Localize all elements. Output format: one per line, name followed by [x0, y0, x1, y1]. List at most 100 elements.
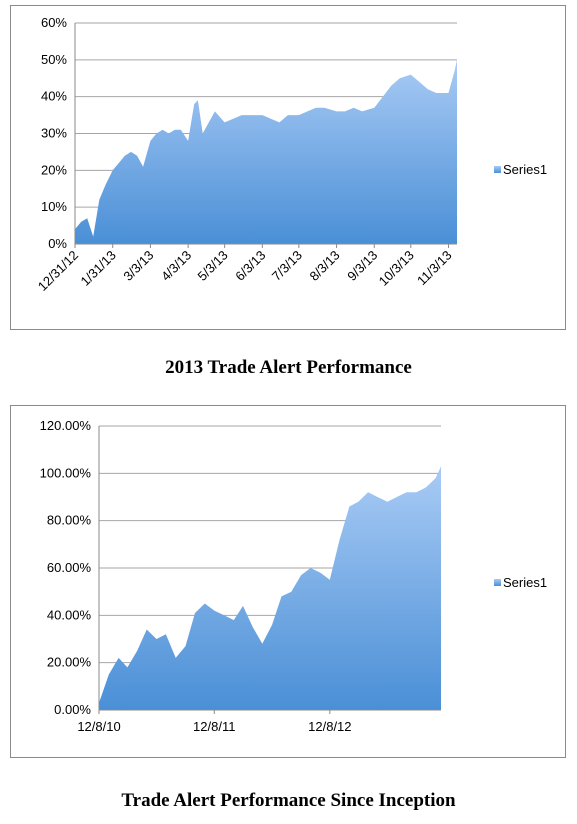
x-tick-label: 12/31/12: [35, 248, 81, 294]
data-point: [448, 92, 450, 94]
x-tick-label: 11/3/13: [414, 248, 455, 289]
x-tick-label: 6/3/13: [232, 248, 268, 284]
y-tick-label: 40%: [41, 89, 67, 104]
y-tick-label: 0.00%: [54, 702, 91, 717]
data-point: [329, 579, 331, 581]
data-point: [208, 122, 210, 124]
data-point: [353, 107, 355, 109]
data-point: [320, 572, 322, 574]
data-point: [162, 129, 164, 131]
data-point: [180, 129, 182, 131]
data-point: [193, 103, 195, 105]
data-point: [374, 107, 376, 109]
data-point: [214, 111, 216, 113]
x-tick-label: 12/8/10: [77, 719, 120, 734]
data-point: [202, 133, 204, 135]
data-point: [108, 674, 110, 676]
data-point: [399, 78, 401, 80]
data-point: [194, 612, 196, 614]
y-tick-label: 20%: [41, 162, 67, 177]
data-point: [315, 107, 317, 109]
data-point: [270, 118, 272, 120]
x-tick-label: 4/3/13: [158, 248, 194, 284]
x-tick-label: 1/31/13: [78, 248, 119, 289]
data-point: [396, 496, 398, 498]
data-point: [358, 501, 360, 503]
data-point: [99, 199, 101, 201]
data-point: [271, 624, 273, 626]
x-tick-label: 8/3/13: [307, 248, 343, 284]
y-tick-label: 20.00%: [47, 655, 92, 670]
data-point: [130, 151, 132, 153]
x-tick-label: 10/3/13: [376, 248, 417, 289]
x-tick-label: 12/8/12: [308, 719, 351, 734]
data-point: [406, 492, 408, 494]
data-point: [105, 184, 107, 186]
data-point: [241, 114, 243, 116]
data-point: [136, 650, 138, 652]
data-point: [361, 111, 363, 113]
chart-2013-frame: 0% 10% 20% 30% 40% 50% 60% 12/31/12 1/31/13 3/3/1…: [10, 5, 566, 330]
data-point: [410, 74, 412, 76]
data-point: [136, 155, 138, 157]
y-tick-label: 80.00%: [47, 513, 92, 528]
data-point: [80, 221, 82, 223]
data-point: [262, 643, 264, 645]
data-point: [339, 539, 341, 541]
data-point: [436, 92, 438, 94]
data-point: [310, 567, 312, 569]
data-point: [156, 133, 158, 135]
data-point: [262, 114, 264, 116]
data-point: [324, 107, 326, 109]
data-point: [174, 129, 176, 131]
data-point: [382, 96, 384, 98]
data-point: [440, 465, 442, 467]
data-point: [214, 610, 216, 612]
x-tick-label: 5/3/13: [195, 248, 231, 284]
data-point: [377, 496, 379, 498]
data-point: [156, 638, 158, 640]
chart-2013-svg: 0% 10% 20% 30% 40% 50% 60% 12/31/121/31/13 3/3/1…: [35, 15, 547, 294]
data-point: [435, 477, 437, 479]
data-point: [298, 114, 300, 116]
chart-inception-frame: 0.00% 20.00% 40.00% 60.00% 80.00% 100.00% 120.…: [10, 405, 566, 758]
y-tick-label: 60%: [41, 15, 67, 30]
x-tick-label: 7/3/13: [269, 248, 305, 284]
data-point: [168, 133, 170, 135]
data-point: [387, 501, 389, 503]
data-point: [391, 85, 393, 87]
data-point: [150, 140, 152, 142]
data-point: [249, 114, 251, 116]
chart-inception-svg: 0.00% 20.00% 40.00% 60.00% 80.00% 100.00% 120.…: [40, 418, 547, 734]
data-point: [279, 122, 281, 124]
data-point: [291, 591, 293, 593]
data-point: [185, 645, 187, 647]
series1-area: [99, 466, 441, 710]
y-tick-label: 0%: [48, 236, 67, 251]
data-point: [367, 492, 369, 494]
data-point: [112, 170, 114, 172]
data-point: [307, 111, 309, 113]
data-point: [287, 114, 289, 116]
data-point: [456, 59, 458, 61]
data-point: [232, 118, 234, 120]
legend-swatch: [494, 579, 501, 586]
y-tick-label: 30%: [41, 126, 67, 141]
series1-area: [75, 59, 457, 244]
data-point: [252, 626, 254, 628]
data-point: [92, 236, 94, 238]
y-tick-label: 100.00%: [40, 465, 92, 480]
data-point: [175, 657, 177, 659]
data-point: [454, 70, 456, 72]
data-point: [281, 596, 283, 598]
data-point: [127, 667, 129, 669]
legend-label: Series1: [503, 162, 547, 177]
data-point: [242, 605, 244, 607]
data-point: [197, 100, 199, 102]
chart-inception-caption: Trade Alert Performance Since Inception: [121, 790, 456, 811]
data-point: [165, 634, 167, 636]
data-point: [300, 574, 302, 576]
data-point: [344, 111, 346, 113]
data-point: [336, 111, 338, 113]
y-tick-label: 60.00%: [47, 560, 92, 575]
